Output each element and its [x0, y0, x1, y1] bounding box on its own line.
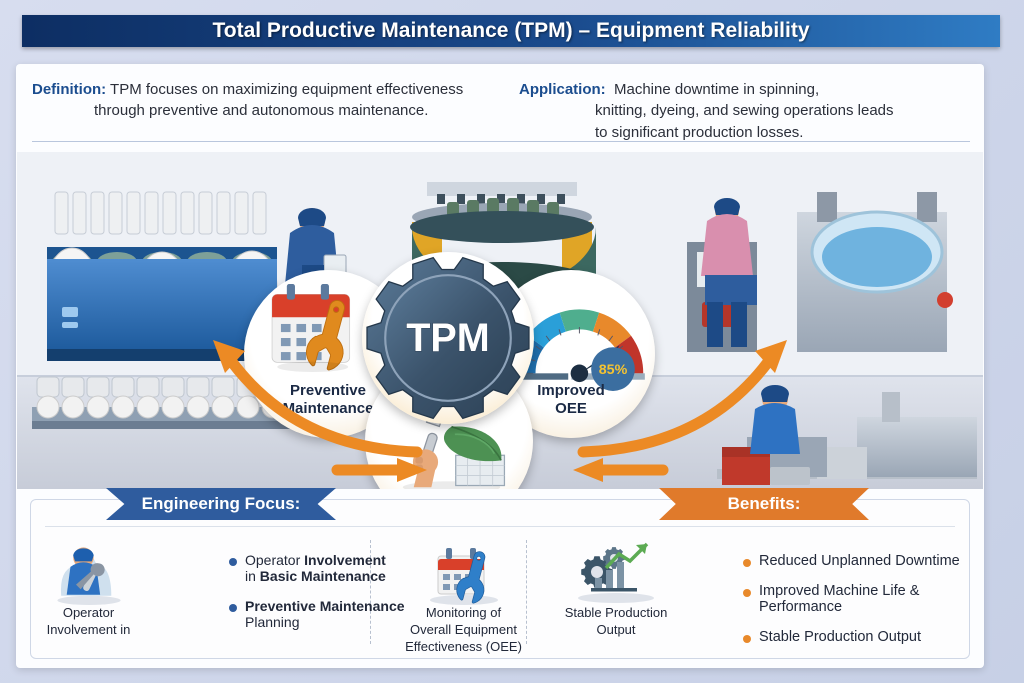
svg-text:TPM: TPM: [406, 316, 489, 360]
svg-text:85%: 85%: [599, 362, 628, 378]
